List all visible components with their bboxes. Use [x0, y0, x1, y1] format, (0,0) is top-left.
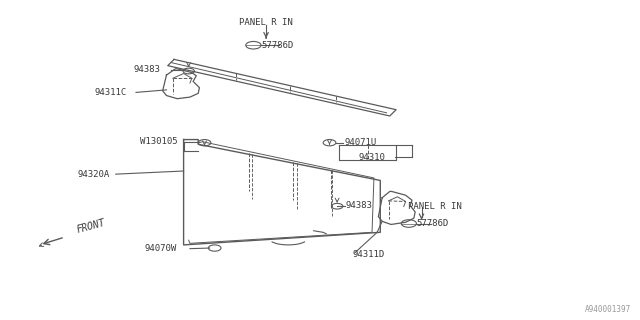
Text: 94311D: 94311D — [353, 251, 385, 260]
Text: PANEL R IN: PANEL R IN — [239, 18, 293, 27]
Text: 94071U: 94071U — [344, 138, 376, 147]
Text: 94070W: 94070W — [145, 244, 177, 253]
Text: 94311C: 94311C — [94, 88, 127, 97]
Text: 57786D: 57786D — [417, 219, 449, 228]
Text: 94383: 94383 — [133, 65, 160, 74]
Text: 94383: 94383 — [346, 201, 372, 210]
Text: 94310: 94310 — [358, 153, 385, 162]
Text: 57786D: 57786D — [262, 41, 294, 50]
Text: PANEL R IN: PANEL R IN — [408, 202, 461, 211]
Text: FRONT: FRONT — [76, 218, 107, 235]
Text: A940001397: A940001397 — [584, 305, 631, 314]
Text: 94320A: 94320A — [77, 170, 109, 179]
Text: W130105: W130105 — [140, 137, 177, 146]
